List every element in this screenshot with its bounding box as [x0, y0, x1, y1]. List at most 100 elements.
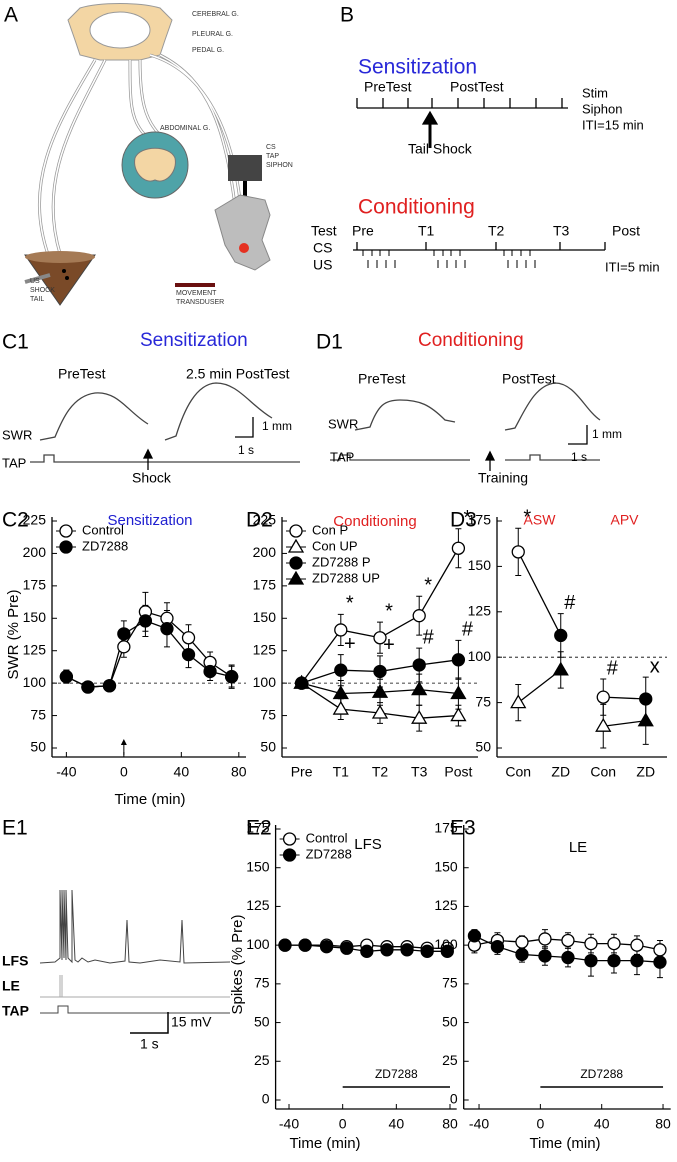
y-tick-label: 50 — [442, 1013, 458, 1029]
protocol-timeline — [353, 98, 606, 268]
drug-label: ZD7288 — [580, 1067, 623, 1081]
x-tick-label: T3 — [411, 764, 428, 780]
x-tick-label: -40 — [469, 1116, 489, 1132]
marker — [538, 932, 552, 946]
marker — [490, 940, 505, 954]
y-tick-label: 50 — [475, 739, 491, 755]
event-label: Shock — [132, 470, 172, 486]
panel-label: D3 — [450, 509, 477, 532]
y-tick-label: 100 — [246, 936, 270, 952]
legend-label: Con P — [312, 522, 348, 537]
chart-title: Sensitization — [107, 512, 192, 529]
y-tick-label: 75 — [260, 706, 276, 722]
marker — [360, 944, 374, 958]
trace-name: TAP — [2, 1003, 29, 1019]
marker — [510, 694, 527, 709]
y-tick-label: 25 — [254, 1052, 270, 1068]
marker — [203, 664, 217, 679]
protocol-note: ITI=15 min — [582, 117, 644, 132]
point-label: # — [607, 657, 619, 679]
y-tick-label: 175 — [23, 577, 47, 593]
y-tick-label: 75 — [254, 975, 270, 991]
marker — [319, 940, 334, 954]
y-tick-label: 100 — [253, 674, 277, 690]
test-label: T2 — [488, 223, 505, 239]
chart-title: Conditioning — [333, 513, 416, 530]
y-tick-label: 25 — [442, 1052, 458, 1068]
row-label: Test — [311, 223, 337, 239]
point-label: * — [346, 593, 354, 615]
event-arrowhead — [120, 739, 127, 745]
marker — [440, 944, 454, 958]
protocol-note: Siphon — [582, 101, 622, 116]
protocol-title: Sensitization — [358, 56, 477, 79]
y-tick-label: 75 — [30, 706, 46, 722]
y-tick-label: 125 — [253, 641, 277, 657]
marker — [102, 679, 117, 693]
marker — [373, 631, 387, 645]
traces — [30, 382, 601, 471]
marker — [584, 953, 598, 968]
y-tick-label: 175 — [468, 512, 492, 528]
event-label: Tail Shock — [408, 141, 473, 157]
marker — [561, 950, 575, 965]
x-tick-label: 40 — [174, 764, 190, 780]
point-label: + — [344, 633, 356, 655]
legend-marker — [287, 538, 305, 553]
marker — [411, 681, 428, 696]
x-tick-label: 80 — [231, 764, 247, 780]
panel-label: A — [4, 4, 18, 27]
x-tick-label: Post — [444, 764, 472, 780]
marker — [450, 685, 467, 700]
y-tick-label: 125 — [468, 603, 492, 619]
protocol-title: Conditioning — [358, 196, 475, 219]
marker — [412, 609, 426, 623]
marker — [380, 943, 394, 957]
panel-label: E1 — [2, 817, 28, 840]
y-tick-label: 50 — [254, 1013, 270, 1029]
trace-name: SWR — [328, 416, 358, 431]
marker — [278, 938, 292, 952]
panel-label: B — [340, 4, 354, 27]
point-label: # — [423, 626, 435, 648]
phase-label: PreTest — [364, 79, 412, 95]
panel-title: Conditioning — [418, 330, 524, 351]
marker — [371, 683, 389, 698]
diagram-label: TRANSDUSER — [176, 299, 224, 306]
marker — [334, 623, 348, 637]
marker — [181, 631, 196, 645]
legend-marker — [289, 556, 303, 570]
panel-label: D2 — [246, 509, 273, 532]
diagram-label: ABDOMINAL G. — [160, 125, 210, 132]
marker — [420, 944, 434, 958]
y-tick-label: 200 — [23, 544, 47, 560]
marker — [298, 938, 312, 952]
test-label: T3 — [553, 223, 570, 239]
trace-name: SWR — [2, 427, 32, 442]
diagram-label: TAIL — [30, 296, 44, 303]
phase-label: PostTest — [450, 79, 504, 95]
marker — [332, 700, 349, 715]
test-label: Post — [612, 223, 640, 239]
legend-marker — [282, 848, 297, 862]
scale-label: 15 mV — [171, 1014, 212, 1030]
diagram-label: PLEURAL G. — [192, 31, 233, 38]
legend-marker — [59, 540, 73, 554]
legend-marker — [287, 570, 305, 585]
test-label: T1 — [418, 223, 435, 239]
marker — [411, 709, 428, 724]
series-line — [603, 720, 646, 727]
x-tick-label: ZD — [551, 764, 570, 780]
x-axis-label: Time (min) — [114, 791, 185, 808]
marker — [595, 717, 612, 732]
trace-name: TAP — [2, 455, 26, 470]
legend-label: ZD7288 P — [312, 554, 371, 569]
y-tick-label: 75 — [442, 975, 458, 991]
marker — [515, 935, 529, 949]
scale-label: 1 s — [140, 1036, 159, 1052]
y-tick-label: 100 — [434, 936, 458, 952]
panel-label: D1 — [316, 331, 343, 354]
panel-label: E2 — [246, 817, 272, 840]
y-tick-label: 175 — [434, 820, 458, 836]
marker — [639, 692, 653, 706]
